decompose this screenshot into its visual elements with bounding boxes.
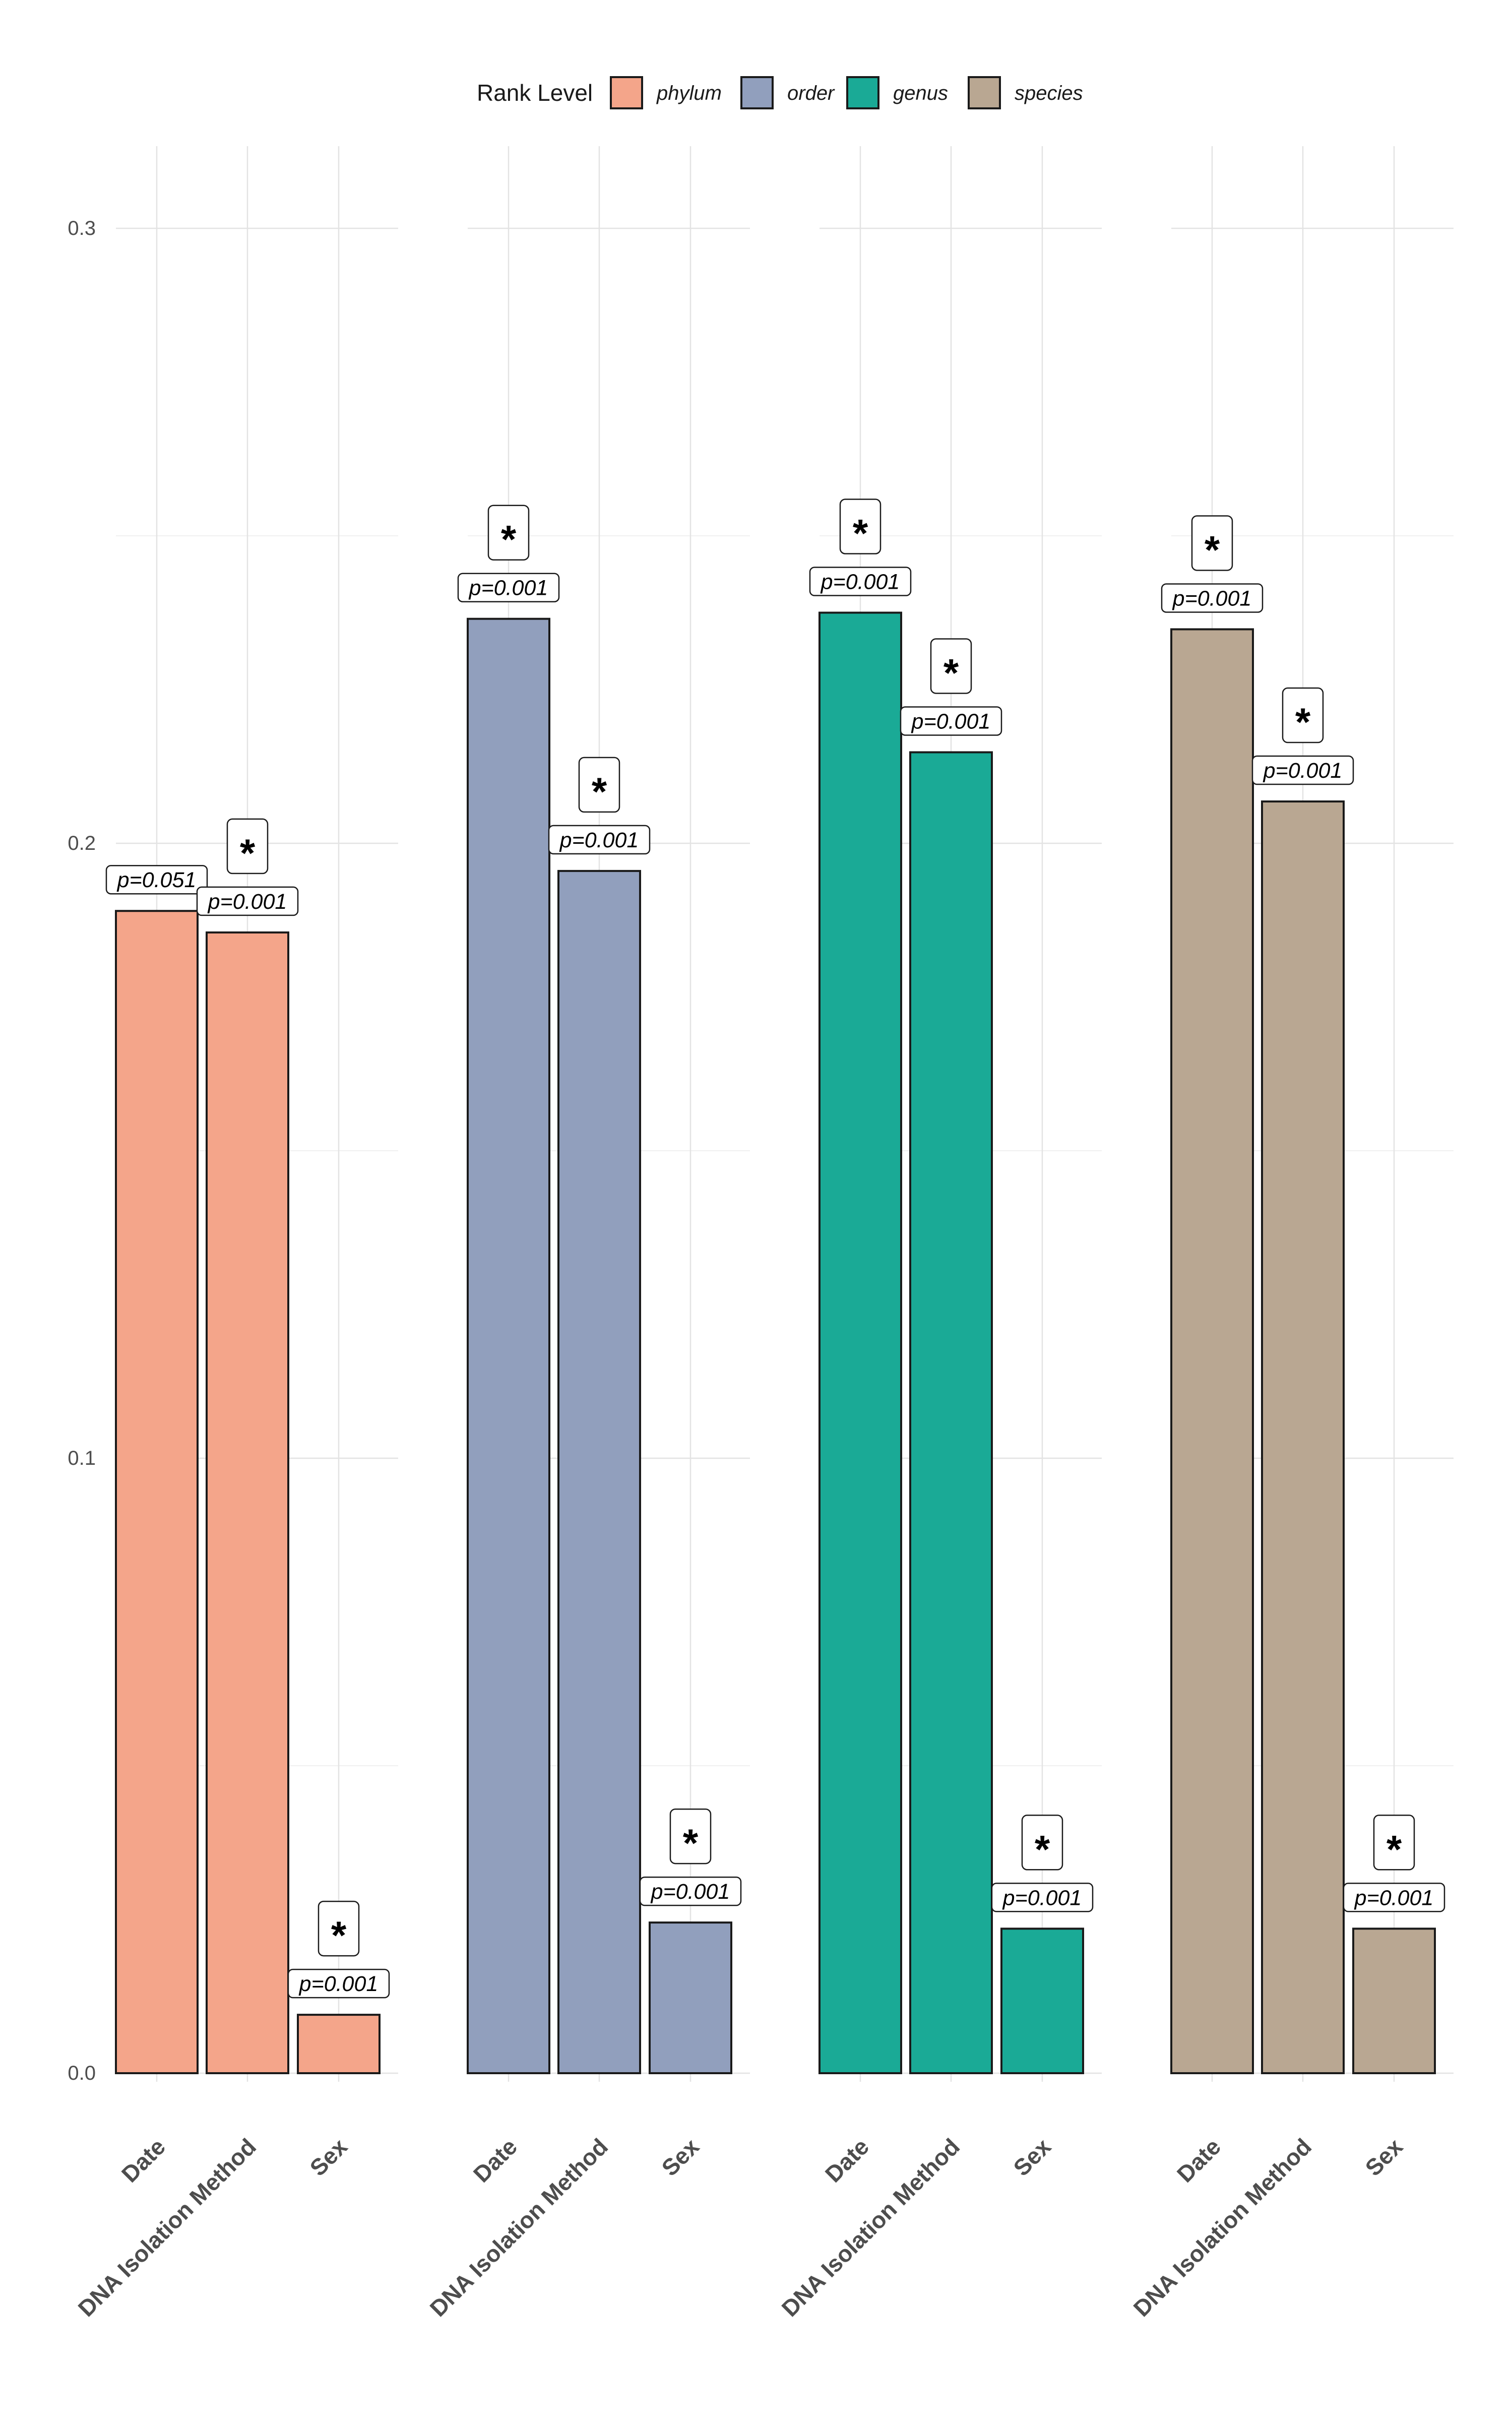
bar-genus-0	[818, 611, 902, 2074]
x-tick-label: DNA Isolation Method	[1128, 2133, 1316, 2321]
legend-label-phylum: phylum	[656, 82, 722, 104]
legend-swatch-phylum	[610, 76, 643, 109]
significance-box	[578, 757, 620, 813]
x-tick-label: Sex	[304, 2133, 352, 2181]
significance-marker: *	[853, 511, 868, 555]
x-tick-label: DNA Isolation Method	[425, 2133, 613, 2321]
x-tick-label: DNA Isolation Method	[73, 2133, 261, 2321]
pvalue-label: p=0.001	[468, 576, 548, 600]
significance-marker: *	[943, 650, 959, 695]
pvalue-label-box	[809, 567, 912, 596]
pvalue-label: p=0.001	[298, 1972, 379, 1996]
legend-label-order: order	[787, 82, 835, 104]
significance-marker: *	[592, 769, 607, 814]
y-tick-label: 0.3	[68, 217, 96, 239]
pvalue-label: p=0.001	[1354, 1886, 1434, 1910]
pvalue-label-box	[639, 1876, 742, 1906]
significance-marker: *	[1295, 700, 1311, 744]
y-tick-label: 0.2	[68, 832, 96, 854]
pvalue-label-box	[105, 864, 208, 895]
significance-box	[1282, 687, 1324, 743]
significance-marker: *	[501, 517, 517, 562]
pvalue-label-box	[548, 825, 651, 855]
pvalue-label: p=0.001	[1172, 586, 1252, 610]
significance-marker: *	[331, 1913, 347, 1957]
x-tick-label: Date	[116, 2133, 170, 2187]
significance-marker: *	[1035, 1827, 1050, 1871]
significance-marker: *	[1387, 1827, 1402, 1871]
legend-title: Rank Level	[477, 80, 593, 106]
legend-swatch-order	[740, 76, 774, 109]
bar-phylum-0	[115, 910, 199, 2074]
bar-species-1	[1261, 800, 1345, 2074]
pvalue-label: p=0.001	[1002, 1886, 1082, 1910]
significance-box	[669, 1808, 712, 1865]
pvalue-label: p=0.001	[207, 890, 287, 914]
legend-label-species: species	[1015, 82, 1083, 104]
bar-phylum-1	[206, 931, 289, 2075]
significance-box	[226, 818, 269, 875]
pvalue-label: p=0.001	[820, 570, 900, 594]
pvalue-label-box	[287, 1968, 390, 1999]
x-tick-label: Date	[468, 2133, 522, 2187]
x-tick-label: Sex	[1360, 2133, 1408, 2181]
pvalue-label-box	[1161, 583, 1264, 613]
x-tick-label: Date	[820, 2133, 874, 2187]
y-tick-label: 0.0	[68, 2062, 96, 2084]
bar-species-0	[1170, 628, 1254, 2074]
x-tick-label: Date	[1172, 2133, 1226, 2187]
pvalue-label-box	[457, 573, 560, 602]
significance-box	[1373, 1815, 1415, 1871]
significance-marker: *	[1205, 527, 1220, 572]
significance-marker: *	[240, 831, 256, 875]
pvalue-label-box	[196, 886, 299, 916]
x-tick-label: Sex	[656, 2133, 704, 2181]
bar-genus-2	[1000, 1928, 1084, 2075]
y-tick-label: 0.1	[68, 1447, 96, 1469]
bar-order-0	[467, 617, 550, 2074]
bar-phylum-2	[297, 2014, 381, 2075]
significance-box	[1191, 515, 1233, 571]
pvalue-label-box	[1251, 755, 1354, 785]
pvalue-label: p=0.001	[911, 709, 991, 733]
pvalue-label: p=0.001	[1263, 759, 1343, 783]
bar-species-2	[1352, 1928, 1436, 2075]
pvalue-label-box	[991, 1883, 1094, 1912]
significance-marker: *	[683, 1821, 699, 1865]
x-tick-label: DNA Isolation Method	[777, 2133, 965, 2321]
significance-box	[487, 505, 530, 561]
significance-box	[318, 1900, 360, 1957]
pvalue-label-box	[900, 706, 1002, 736]
significance-box	[930, 638, 972, 694]
bar-order-1	[557, 870, 641, 2075]
pvalue-label-box	[1343, 1883, 1445, 1912]
legend-label-genus: genus	[893, 82, 948, 104]
pvalue-label: p=0.001	[559, 828, 639, 852]
x-tick-label: Sex	[1008, 2133, 1056, 2181]
bar-order-2	[649, 1921, 732, 2075]
significance-box	[839, 499, 881, 554]
legend-swatch-genus	[846, 76, 879, 109]
pvalue-label: p=0.001	[650, 1880, 730, 1904]
significance-box	[1021, 1815, 1063, 1871]
bar-genus-1	[909, 751, 993, 2074]
legend-swatch-species	[968, 76, 1001, 109]
pvalue-label: p=0.051	[116, 868, 197, 892]
